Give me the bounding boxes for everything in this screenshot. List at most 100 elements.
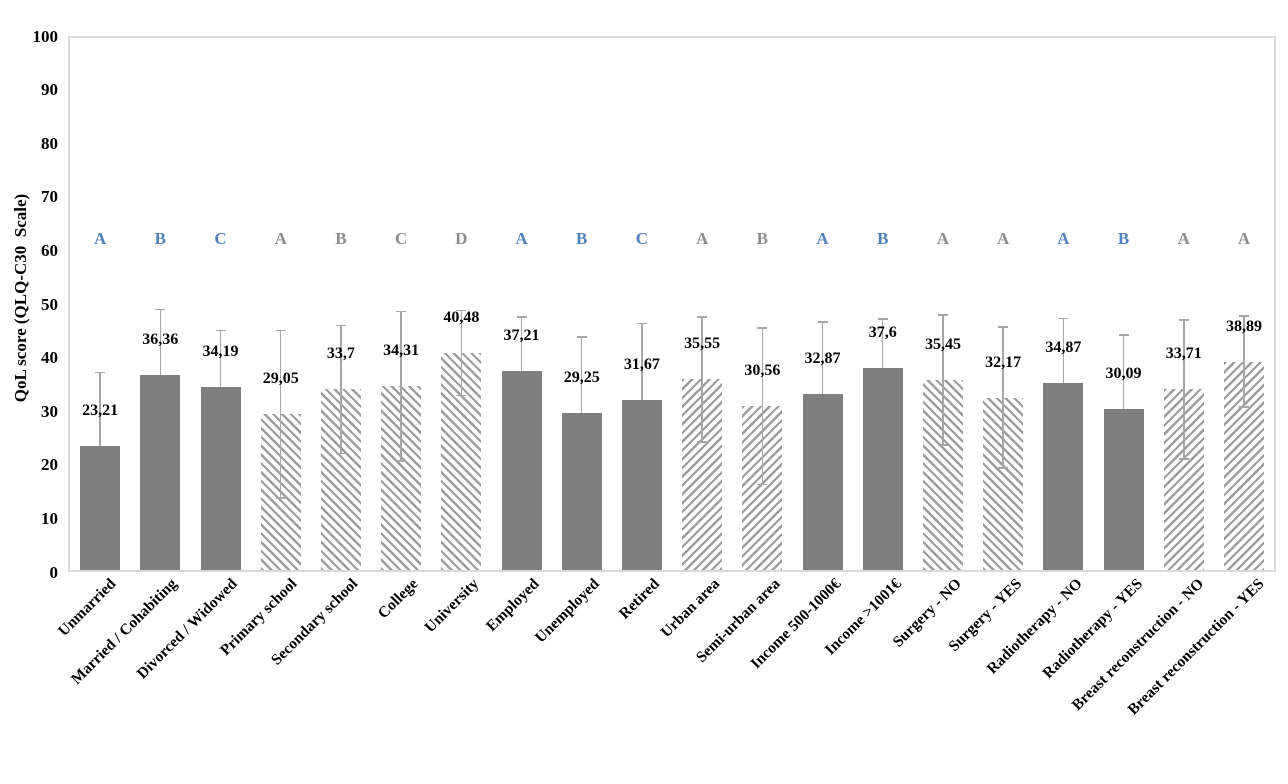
bar-slots: A 23,21 B 36,36 C 34,19 A 29,05 B 33,7 C 34,31 D 40,4… [70,38,1274,570]
x-axis-label: University [421,575,482,637]
bar-slot: A 23,21 [70,38,130,570]
bar-value-label: 30,09 [1105,364,1142,382]
significance-letter: A [816,228,829,248]
x-axis-label-cell: Surgery - NO [890,575,974,782]
error-bar-top-cap [877,318,888,320]
error-bar-top-cap [215,329,226,332]
error-bar [1122,334,1125,409]
error-bar-top-cap [1178,319,1189,321]
bar-value-label: 35,45 [924,336,961,353]
x-axis-label-cell: University [421,575,490,782]
bar-value-label: 38,89 [1225,317,1262,335]
bar-value-label: 30,56 [744,362,781,380]
bar [561,413,602,570]
bar-slot: A 34,87 [1033,38,1093,570]
error-bar-bottom-cap [456,394,467,397]
bar-slot: B 29,25 [552,38,612,570]
bar-value-label: 34,87 [1045,339,1082,357]
y-tick-label: 40 [41,348,58,368]
error-bar-top-cap [1058,317,1069,320]
bar [802,393,843,570]
significance-letter: B [154,228,166,248]
error-bar-top-cap [998,326,1009,328]
bar-slot: A 35,55 [672,38,732,570]
bar [501,370,542,570]
x-axis-label-cell: Surgery - YES [946,575,1034,782]
y-tick-label: 50 [41,294,58,314]
bar-value-label: 29,05 [262,370,299,388]
bar [1043,383,1084,570]
y-tick-label: 90 [41,80,58,100]
bar-slot: B 30,56 [732,38,792,570]
error-bar-bottom-cap [1178,458,1189,460]
bar-slot: C 31,67 [612,38,672,570]
bar-value-label: 29,25 [563,369,600,387]
error-bar [761,327,764,485]
error-bar-top-cap [1238,315,1249,317]
error-bar [821,321,824,394]
significance-letter: A [1057,228,1070,248]
error-bar [942,314,944,446]
x-axis-label-cell: Semi-urban area [693,575,792,782]
bar-slot: B 30,09 [1093,38,1153,570]
significance-letter: A [1177,228,1190,248]
error-bar-top-cap [757,327,768,329]
error-bar-top-cap [697,316,708,318]
error-bar [159,308,162,376]
error-bar-top-cap [275,329,286,332]
x-axis-label-cell: Retired [612,575,672,782]
bar-value-label: 34,31 [383,342,420,360]
error-bar-bottom-cap [757,483,768,485]
y-tick-label: 20 [41,455,58,475]
significance-letter: D [455,228,468,248]
x-axis-label-cell: Urban area [658,575,732,782]
bar-slot: D 40,48 [431,38,491,570]
error-bar-bottom-cap [396,460,407,462]
error-bar-top-cap [937,314,948,316]
error-bar [1243,315,1245,408]
error-bar-top-cap [95,371,106,374]
bar-value-label: 33,71 [1165,345,1202,363]
significance-letter: C [394,228,408,248]
error-bar [1002,326,1004,469]
bar-value-label: 37,6 [868,324,897,342]
error-bar [400,310,402,462]
y-tick-label: 0 [49,562,59,582]
significance-letter: B [576,228,588,248]
bar-value-label: 35,55 [684,335,721,353]
significance-letter: A [1237,228,1251,248]
error-bar-bottom-cap [335,452,346,455]
error-bar [340,324,342,455]
significance-letter: A [515,228,528,248]
bar-slot: A 32,17 [973,38,1033,570]
bar-slot: B 33,7 [311,38,371,570]
x-axis-label-cell: Breast reconstruction - YES [1124,575,1276,782]
bar-slot: C 34,19 [190,38,250,570]
error-bar [279,329,282,499]
error-bar-top-cap [155,308,166,311]
bar-slot: A 38,89 [1214,38,1274,570]
significance-letter: B [756,228,768,248]
y-tick-label: 80 [41,133,58,153]
bar [1103,408,1144,570]
significance-letter: A [936,228,950,248]
x-axis-label-cell: Divorced / Widowed [133,575,249,782]
x-axis-label-cell: Married / Cohabiting [67,575,188,782]
significance-letter: B [877,228,889,248]
significance-letter: A [695,228,709,248]
x-axis-label: Employed [482,575,543,635]
plot-area: A 23,21 B 36,36 C 34,19 A 29,05 B 33,7 C 34,31 D 40,4… [68,36,1276,572]
significance-letter: C [214,228,227,248]
error-bar [460,309,463,397]
y-tick-label: 10 [41,508,58,528]
x-axis-label-cell: Income >1001€ [822,575,913,782]
bar-slot: A 32,87 [792,38,852,570]
y-tick-label: 30 [41,401,58,421]
error-bar [99,371,101,446]
significance-letter: A [997,228,1010,248]
error-bar [881,318,884,369]
error-bar [701,316,703,443]
x-axis-label: College [374,575,422,623]
significance-letter: A [274,228,287,248]
x-axis-label-cell: Secondary school [268,575,370,782]
